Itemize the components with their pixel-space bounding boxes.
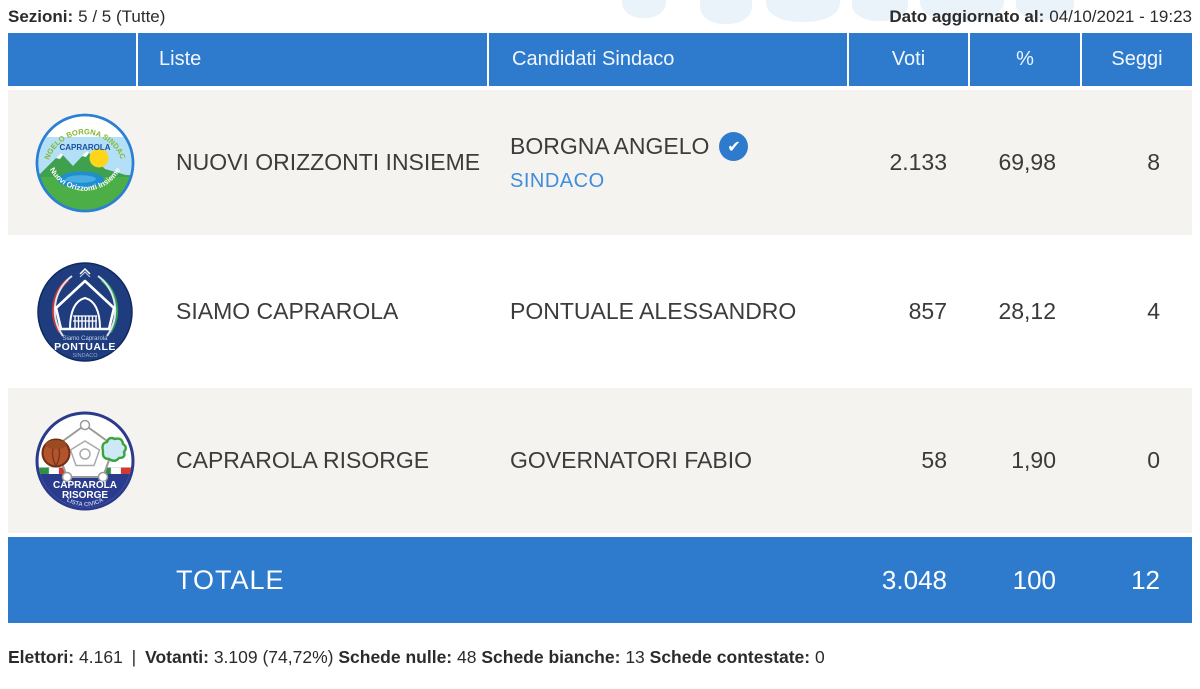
electors-value: 4.161 xyxy=(79,647,123,667)
null-ballots-label: Schede nulle: xyxy=(338,647,453,667)
logo-text: CAPRAROLA xyxy=(53,480,117,491)
list-name: CAPRAROLA RISORGE xyxy=(176,447,430,473)
blank-ballots-value: 13 xyxy=(625,647,645,667)
caprarola-risorge-logo-icon: CAPRAROLA RISORGE LISTA CIVICA xyxy=(35,411,135,510)
watermark-blob xyxy=(1016,0,1074,20)
watermark-blob xyxy=(700,0,752,24)
list-name: NUOVI ORIZZONTI INSIEME xyxy=(176,149,481,175)
top-bar: Sezioni: 5 / 5 (Tutte) Dato aggiornato al… xyxy=(0,0,1200,33)
sections-status: Sezioni: 5 / 5 (Tutte) xyxy=(8,7,165,27)
elected-check-icon: ✔ xyxy=(719,132,749,161)
total-seats-value: 12 xyxy=(1131,564,1160,595)
null-ballots-value: 48 xyxy=(457,647,477,667)
watermark-blob xyxy=(766,0,840,22)
updated-label: Dato aggiornato al: xyxy=(889,7,1045,26)
list-logo-cell: CAPRAROLA RISORGE LISTA CIVICA xyxy=(8,388,136,533)
separator: | xyxy=(131,647,137,667)
total-row: TOTALE 3.048 100 12 xyxy=(8,537,1192,623)
list-name: SIAMO CAPRAROLA xyxy=(176,298,399,324)
logo-text: SINDACO xyxy=(72,353,98,359)
percent-value: 28,12 xyxy=(998,298,1056,324)
contested-ballots-value: 0 xyxy=(815,647,825,667)
turnout-stats: Elettori: 4.161 | Votanti: 3.109 (74,72%… xyxy=(8,647,1192,668)
updated-value: 04/10/2021 - 19:23 xyxy=(1049,7,1192,26)
contested-ballots-label: Schede contestate: xyxy=(649,647,811,667)
blank-ballots-label: Schede bianche: xyxy=(481,647,621,667)
candidate-cell: GOVERNATORI FABIO xyxy=(487,388,847,533)
watermark-blob xyxy=(622,0,666,18)
watermark-blob xyxy=(852,0,908,21)
siamo-caprarola-logo-icon: Siamo Caprarola PONTUALE SINDACO xyxy=(37,261,133,362)
seats-value: 8 xyxy=(1147,149,1160,175)
header-cell-percent: % xyxy=(968,33,1080,86)
header-cell-candidati: Candidati Sindaco xyxy=(487,33,847,86)
candidate-cell: PONTUALE ALESSANDRO xyxy=(487,239,847,384)
header-cell-liste: Liste xyxy=(136,33,487,86)
voters-value: 3.109 (74,72%) xyxy=(213,647,334,667)
elected-label: SINDACO xyxy=(510,170,605,192)
table-row: CAPRAROLA RISORGE LISTA CIVICA CAPRAROLA… xyxy=(8,388,1192,533)
candidate-cell: BORGNA ANGELO ✔ SINDACO xyxy=(487,90,847,235)
total-percent-value: 100 xyxy=(1012,564,1056,595)
votes-value: 857 xyxy=(908,298,947,324)
list-logo-cell: Siamo Caprarola PONTUALE SINDACO xyxy=(8,239,136,384)
total-votes-value: 3.048 xyxy=(881,564,947,595)
logo-text: Siamo Caprarola xyxy=(62,336,108,342)
percent-value: 1,90 xyxy=(1011,447,1056,473)
table-header-row: Liste Candidati Sindaco Voti % Seggi xyxy=(8,33,1192,86)
logo-place-text: CAPRAROLA xyxy=(59,143,110,152)
results-table: Liste Candidati Sindaco Voti % Seggi xyxy=(8,33,1192,623)
electors-label: Elettori: xyxy=(8,647,75,667)
voters-label: Votanti: xyxy=(145,647,209,667)
total-logo-spacer xyxy=(8,537,136,623)
total-label: TOTALE xyxy=(176,564,285,595)
logo-arc-text: LISTA CIVICA xyxy=(65,497,105,508)
votes-value: 2.133 xyxy=(889,149,947,175)
sections-label: Sezioni: xyxy=(8,7,74,26)
logo-text: RISORGE xyxy=(62,490,108,501)
svg-text:LISTA CIVICA: LISTA CIVICA xyxy=(65,497,105,508)
candidate-name: PONTUALE ALESSANDRO xyxy=(510,298,797,324)
percent-value: 69,98 xyxy=(998,149,1056,175)
watermark-blob xyxy=(920,0,1004,22)
table-row: ANGELO BORGNA SINDACO CAPRAROLA Nuovi Or… xyxy=(8,90,1192,235)
candidate-name: BORGNA ANGELO xyxy=(510,133,710,159)
seats-value: 0 xyxy=(1147,447,1160,473)
total-candidate-spacer xyxy=(487,537,847,623)
candidate-name: GOVERNATORI FABIO xyxy=(510,447,752,473)
votes-value: 58 xyxy=(921,447,947,473)
header-cell-voti: Voti xyxy=(847,33,968,86)
header-cell-logo xyxy=(8,33,136,86)
list-logo-cell: ANGELO BORGNA SINDACO CAPRAROLA Nuovi Or… xyxy=(8,90,136,235)
sections-value: 5 / 5 (Tutte) xyxy=(78,7,166,26)
seats-value: 4 xyxy=(1147,298,1160,324)
logo-text: PONTUALE xyxy=(54,341,116,353)
header-cell-seggi: Seggi xyxy=(1080,33,1192,86)
table-row: Siamo Caprarola PONTUALE SINDACO SIAMO C… xyxy=(8,239,1192,384)
nuovi-orizzonti-insieme-logo-icon: ANGELO BORGNA SINDACO CAPRAROLA Nuovi Or… xyxy=(35,113,135,212)
updated-status: Dato aggiornato al: 04/10/2021 - 19:23 xyxy=(889,7,1192,27)
